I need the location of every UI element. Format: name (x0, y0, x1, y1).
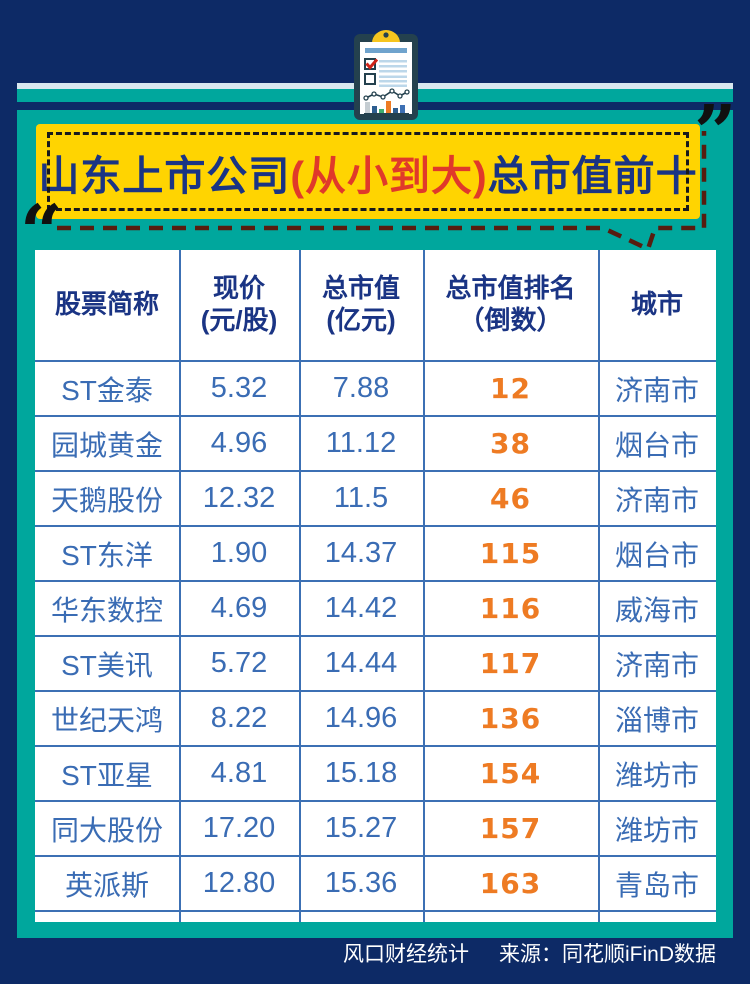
title-part1: 山东上市公司 (38, 152, 291, 199)
price-cell: 12.32 (179, 472, 299, 527)
header-line: 股票简称 (54, 289, 159, 320)
table-vertical-divider (179, 250, 181, 922)
column-header-market-cap: 总市值 (亿元) (299, 250, 423, 362)
city-cell: 潍坊市 (598, 802, 716, 857)
footer-credit: 风口财经统计 (342, 943, 469, 966)
market-cap-cell: 7.88 (299, 362, 423, 417)
price-cell: 4.69 (179, 582, 299, 637)
column-header-rank: 总市值排名 （倒数） (423, 250, 598, 362)
price-cell: 8.22 (179, 692, 299, 747)
column-header-stock-name: 股票简称 (35, 250, 179, 362)
city-cell: 济南市 (598, 362, 716, 417)
city-cell: 济南市 (598, 637, 716, 692)
price-cell: 4.81 (179, 747, 299, 802)
rank-cell: 38 (423, 417, 598, 472)
rank-cell: 115 (423, 527, 598, 582)
title-highlight: (从小到大) (290, 152, 488, 199)
header-line: 总市值 (321, 273, 400, 304)
stock-name-cell: 华东数控 (35, 582, 179, 637)
city-cell: 烟台市 (598, 417, 716, 472)
rank-cell: 136 (423, 692, 598, 747)
city-cell: 济南市 (598, 472, 716, 527)
market-cap-cell: 11.5 (299, 472, 423, 527)
price-cell: 17.20 (179, 802, 299, 857)
city-cell: 威海市 (598, 582, 716, 637)
data-table: 股票简称 现价 (元/股) 总市值 (亿元) 总市值排名 （倒数） 城市 ST金… (35, 250, 716, 922)
header-line: (亿元) (326, 305, 396, 335)
city-cell: 潍坊市 (598, 747, 716, 802)
market-cap-cell: 15.27 (299, 802, 423, 857)
rank-cell: 157 (423, 802, 598, 857)
market-cap-cell: 11.12 (299, 417, 423, 472)
column-header-price: 现价 (元/股) (179, 250, 299, 362)
market-cap-cell: 14.44 (299, 637, 423, 692)
rank-cell: 163 (423, 857, 598, 912)
page-title: 山东上市公司(从小到大)总市值前十 (38, 142, 697, 202)
header-line: 总市值排名 (445, 273, 576, 304)
stock-name-cell: 英派斯 (35, 857, 179, 912)
price-cell: 12.80 (179, 857, 299, 912)
price-cell: 1.90 (179, 527, 299, 582)
column-header-city: 城市 (598, 250, 716, 362)
header-line: （倒数） (458, 305, 563, 335)
rank-cell: 116 (423, 582, 598, 637)
clipboard-chart-icon (354, 30, 418, 120)
stock-name-cell: ST亚星 (35, 747, 179, 802)
footer-source: 来源：同花顺iFinD数据 (498, 943, 716, 966)
title-part2: 总市值前十 (487, 152, 698, 199)
table-vertical-divider (423, 250, 425, 922)
rank-cell: 12 (423, 362, 598, 417)
market-cap-cell: 14.96 (299, 692, 423, 747)
header-line: (元/股) (200, 305, 278, 335)
rank-cell: 154 (423, 747, 598, 802)
stock-name-cell: ST金泰 (35, 362, 179, 417)
price-cell: 5.72 (179, 637, 299, 692)
rank-cell: 117 (423, 637, 598, 692)
stock-name-cell: 园城黄金 (35, 417, 179, 472)
table-grid: 股票简称 现价 (元/股) 总市值 (亿元) 总市值排名 （倒数） 城市 ST金… (35, 250, 716, 912)
footer-credits: 风口财经统计 来源：同花顺iFinD数据 (343, 938, 716, 968)
price-cell: 5.32 (179, 362, 299, 417)
header-line: 城市 (630, 289, 683, 320)
table-vertical-divider (598, 250, 600, 922)
stock-name-cell: 天鹅股份 (35, 472, 179, 527)
market-cap-cell: 14.42 (299, 582, 423, 637)
market-cap-cell: 15.36 (299, 857, 423, 912)
table-vertical-divider (299, 250, 301, 922)
market-cap-cell: 14.37 (299, 527, 423, 582)
stock-name-cell: ST东洋 (35, 527, 179, 582)
rank-cell: 46 (423, 472, 598, 527)
city-cell: 青岛市 (598, 857, 716, 912)
title-banner: 山东上市公司(从小到大)总市值前十 (36, 124, 700, 219)
quote-close-mark: ” (694, 90, 737, 176)
quote-open-mark: “ (20, 190, 63, 276)
city-cell: 烟台市 (598, 527, 716, 582)
stock-name-cell: ST美讯 (35, 637, 179, 692)
stock-name-cell: 世纪天鸿 (35, 692, 179, 747)
price-cell: 4.96 (179, 417, 299, 472)
market-cap-cell: 15.18 (299, 747, 423, 802)
city-cell: 淄博市 (598, 692, 716, 747)
header-line: 现价 (212, 273, 265, 304)
stock-name-cell: 同大股份 (35, 802, 179, 857)
